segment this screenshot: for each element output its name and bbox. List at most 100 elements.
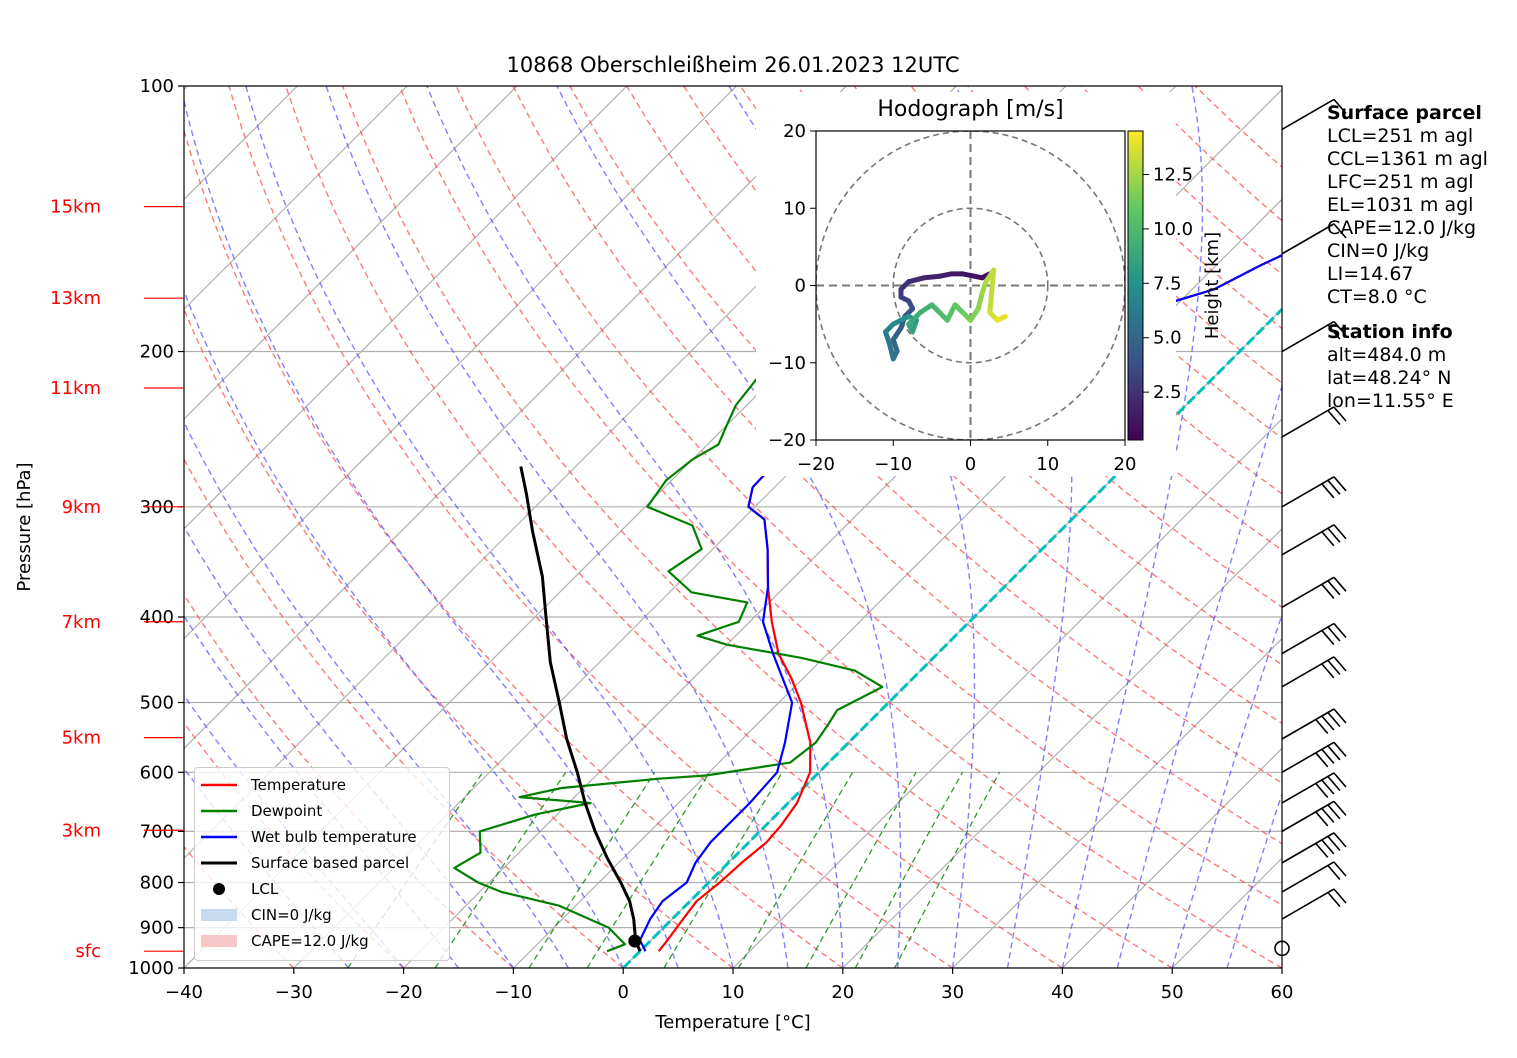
isotherm-gridline [512, 198, 1282, 968]
surface-parcel-el: EL=1031 m agl [1327, 194, 1474, 216]
moist-adiabat [184, 289, 624, 968]
legend-item-temperature: Temperature [195, 772, 449, 798]
wind-barb [1281, 708, 1347, 740]
hodograph-x-tick-label: 20 [1114, 454, 1137, 475]
legend-swatch [201, 882, 237, 896]
barb-flag [1321, 483, 1335, 499]
barb-staff [1281, 656, 1335, 688]
dry-adiabat [184, 457, 624, 968]
hodograph-y-tick-label: 10 [783, 198, 806, 219]
x-tick-label: −20 [385, 982, 423, 1003]
barb-flag [1327, 580, 1341, 596]
station-lat: lat=48.24° N [1327, 367, 1452, 389]
legend-swatch [201, 778, 237, 792]
wind-barb [1281, 320, 1347, 353]
barb-staff [1281, 406, 1335, 438]
wind-barb [1281, 98, 1347, 131]
y-tick-label: 900 [140, 918, 174, 939]
colorbar-tick-label: 12.5 [1153, 165, 1193, 186]
hodograph-segment [906, 275, 927, 285]
isotherm-gridline [732, 418, 1282, 968]
barb-flag [1327, 479, 1341, 495]
wind-barb [1281, 622, 1347, 655]
hodograph-ring [892, 207, 1049, 364]
mixing-ratio-line [738, 771, 854, 968]
barb-flag [1321, 630, 1335, 646]
series-surface-based-parcel [519, 466, 642, 952]
isotherm-gridline [184, 86, 628, 530]
barb-flag [1333, 772, 1347, 788]
y-tick-label: 100 [140, 76, 174, 97]
colorbar-label: Height [km] [1202, 232, 1223, 339]
wind-barb [1281, 861, 1347, 893]
hodograph-y-tick-label: −20 [768, 430, 806, 451]
isotherm-gridline [184, 86, 518, 420]
barb-flag [1321, 839, 1335, 855]
moist-adiabat [1171, 612, 1282, 968]
calm-circle [1274, 940, 1290, 957]
barb-flag [1327, 409, 1341, 426]
x-tick-label: 60 [1271, 982, 1294, 1003]
barb-flag [1321, 531, 1335, 547]
isotherm-gridline [1061, 747, 1282, 968]
legend-label: Surface based parcel [251, 854, 410, 872]
barb-staff [1281, 576, 1335, 609]
legend-label: CIN=0 J/kg [251, 906, 332, 924]
station-lon: lon=11.55° E [1327, 390, 1454, 412]
moist-adiabat [325, 86, 789, 968]
hodograph-segment [944, 302, 958, 323]
x-tick-label: 10 [722, 982, 745, 1003]
x-tick-label: 40 [1051, 982, 1074, 1003]
dry-adiabat [285, 86, 1063, 968]
mixing-ratio-line [586, 771, 711, 968]
y-tick-label: 500 [140, 692, 174, 713]
moist-adiabat [184, 98, 679, 968]
colorbar-tick-label: 10.0 [1153, 219, 1193, 240]
colorbar-tick-label: 2.5 [1153, 382, 1182, 403]
station-info-title: Station info [1327, 321, 1453, 343]
wind-barb [1281, 656, 1347, 688]
surface-parcel-block: Surface parcel LCL=251 m agl CCL=1361 m … [1327, 102, 1488, 309]
legend-item-wetbulb: Wet bulb temperature [195, 824, 449, 850]
barb-flag [1333, 741, 1347, 757]
barb-flag [1333, 524, 1347, 540]
legend-label: CAPE=12.0 J/kg [251, 932, 369, 950]
surface-parcel-ccl: CCL=1361 m agl [1327, 148, 1488, 170]
legend-swatch [201, 908, 237, 922]
hodograph-y-tick-label: 0 [795, 276, 806, 297]
wind-barb [1274, 940, 1290, 957]
colorbar-tick-label: 7.5 [1153, 273, 1182, 294]
barb-flag [1327, 324, 1341, 340]
info-panel: Surface parcel LCL=251 m agl CCL=1361 m … [1327, 102, 1488, 425]
barb-staff [1281, 708, 1335, 740]
dry-adiabat [455, 86, 1282, 906]
station-alt: alt=484.0 m [1327, 344, 1447, 366]
dry-adiabat [398, 86, 1282, 968]
height-label: 11km [50, 378, 101, 399]
barb-flag [1321, 663, 1335, 679]
legend-label: Wet bulb temperature [251, 828, 417, 846]
height-label: 15km [50, 197, 101, 218]
barb-flag [1321, 748, 1335, 764]
barb-flag [1333, 623, 1347, 639]
hodograph-y-tick-label: 20 [783, 121, 806, 142]
height-label: sfc [75, 941, 101, 962]
hodograph-x-tick-label: 0 [965, 454, 976, 475]
y-tick-label: 200 [140, 342, 174, 363]
wind-barb [1281, 406, 1347, 438]
barb-flag [1327, 835, 1341, 851]
y-axis-label: Pressure [hPa] [14, 462, 35, 591]
barb-staff [1281, 524, 1335, 556]
moist-adiabat [1061, 86, 1204, 968]
dry-adiabat [341, 86, 1173, 968]
wind-barb [1281, 832, 1347, 864]
moist-adiabat [184, 525, 514, 968]
barb-staff [1281, 772, 1335, 804]
chart-title: 10868 Oberschleißheim 26.01.2023 12UTC [507, 53, 960, 77]
series-wet-bulb-temperature [638, 254, 1282, 952]
barb-staff [1281, 98, 1335, 131]
barb-flag [1327, 659, 1341, 675]
barb-flag [1333, 406, 1347, 422]
barb-staff [1281, 861, 1335, 893]
